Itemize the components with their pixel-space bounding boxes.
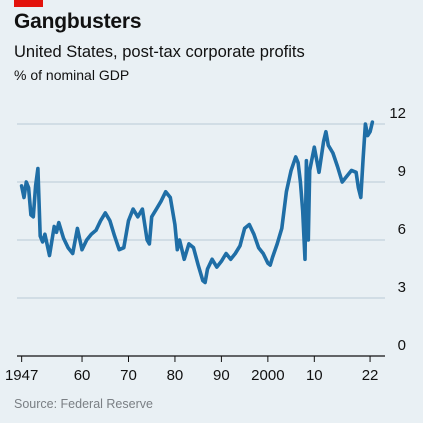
x-tick-label: 60 (74, 367, 91, 384)
y-tick-label: 3 (398, 279, 406, 296)
brand-red-tab (14, 0, 43, 7)
y-tick-label: 6 (398, 221, 406, 238)
chart-title: Gangbusters (14, 10, 142, 33)
source-note: Source: Federal Reserve (14, 397, 153, 411)
y-tick-label: 9 (398, 163, 406, 180)
y-tick-label: 12 (389, 105, 406, 122)
x-tick-label: 1947 (5, 367, 38, 384)
y-tick-label: 0 (398, 337, 406, 354)
chart-subtitle: United States, post-tax corporate profit… (14, 43, 305, 61)
x-tick-label: 22 (362, 367, 379, 384)
x-tick-label: 70 (120, 367, 137, 384)
series-line (19, 120, 375, 285)
x-tick-label: 10 (306, 367, 323, 384)
x-tick-label: 90 (213, 367, 230, 384)
x-tick-label: 80 (167, 367, 184, 384)
y-unit-label: % of nominal GDP (14, 67, 130, 83)
x-tick-label: 2000 (251, 367, 284, 384)
